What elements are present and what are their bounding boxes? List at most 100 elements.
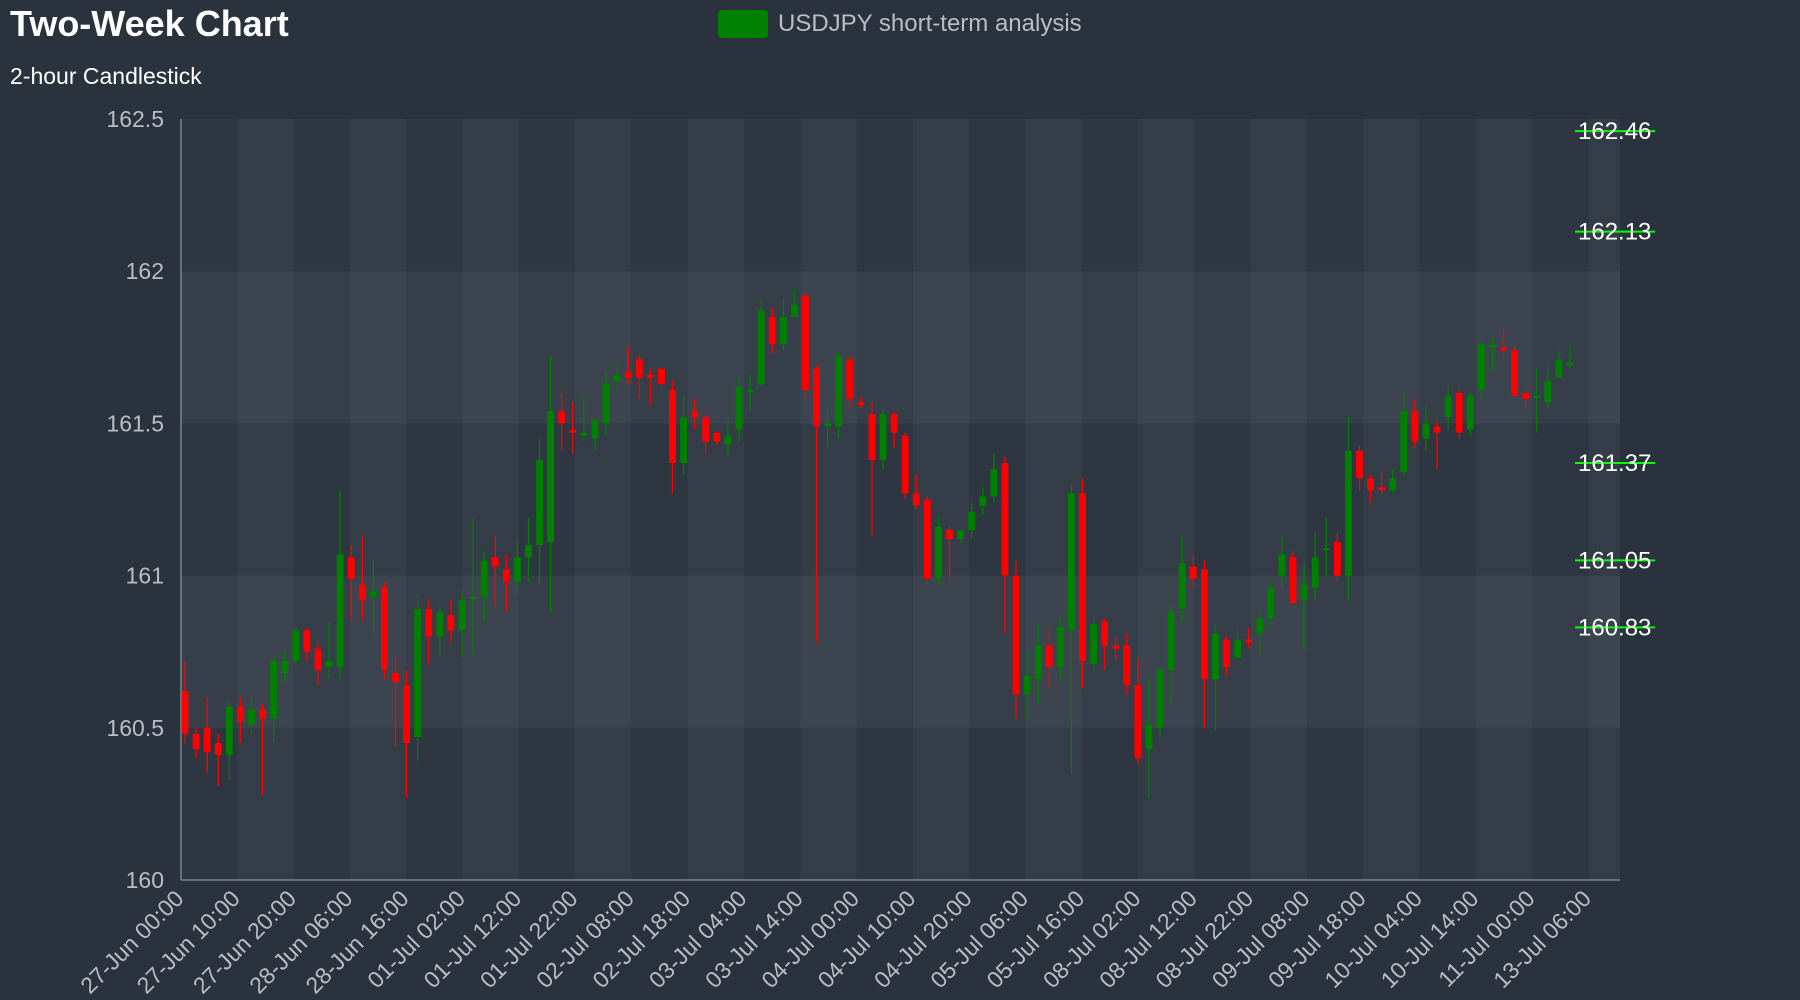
candle[interactable]: [1156, 666, 1164, 737]
candle[interactable]: [392, 654, 399, 747]
candle[interactable]: [1023, 651, 1031, 719]
candle[interactable]: [1378, 472, 1386, 494]
candle[interactable]: [281, 651, 289, 683]
candle[interactable]: [890, 411, 898, 448]
candle[interactable]: [1123, 633, 1131, 695]
candle[interactable]: [336, 490, 344, 680]
candle[interactable]: [613, 362, 621, 390]
candle[interactable]: [757, 298, 765, 387]
candle[interactable]: [358, 536, 366, 622]
candle[interactable]: [1333, 532, 1341, 582]
candle[interactable]: [536, 438, 543, 585]
candle[interactable]: [1178, 536, 1186, 622]
candle[interactable]: [1112, 636, 1120, 661]
candle[interactable]: [1466, 392, 1474, 436]
candle[interactable]: [1511, 347, 1519, 397]
candle[interactable]: [1500, 329, 1507, 357]
candle[interactable]: [1489, 338, 1496, 372]
candle[interactable]: [436, 606, 444, 655]
candle[interactable]: [957, 529, 965, 543]
candle[interactable]: [868, 402, 876, 537]
candle[interactable]: [1256, 612, 1264, 655]
candle[interactable]: [1400, 392, 1408, 476]
candle[interactable]: [1433, 420, 1441, 470]
candle[interactable]: [1267, 581, 1275, 628]
candle[interactable]: [669, 380, 676, 494]
candle[interactable]: [1056, 618, 1064, 680]
candle[interactable]: [1533, 368, 1541, 433]
candle[interactable]: [1544, 365, 1552, 409]
candle[interactable]: [1245, 627, 1253, 649]
candle[interactable]: [381, 581, 388, 680]
candle[interactable]: [591, 417, 599, 451]
candle[interactable]: [1045, 630, 1053, 689]
candle[interactable]: [1223, 636, 1230, 677]
candle[interactable]: [1079, 478, 1086, 689]
candle[interactable]: [569, 402, 577, 454]
candle[interactable]: [480, 551, 488, 622]
candle[interactable]: [259, 703, 266, 795]
candle[interactable]: [658, 368, 665, 387]
candle[interactable]: [314, 642, 322, 686]
candle[interactable]: [1444, 386, 1452, 430]
candle[interactable]: [225, 700, 233, 780]
candle[interactable]: [1012, 560, 1020, 719]
candle[interactable]: [236, 697, 244, 744]
candle[interactable]: [635, 353, 643, 400]
candle[interactable]: [580, 396, 588, 442]
candle[interactable]: [1522, 389, 1530, 409]
candle[interactable]: [990, 453, 998, 503]
candle[interactable]: [735, 377, 743, 442]
candle[interactable]: [203, 697, 211, 774]
candle[interactable]: [513, 539, 521, 594]
candle[interactable]: [923, 496, 931, 585]
candle[interactable]: [1001, 456, 1009, 634]
candle[interactable]: [1278, 536, 1286, 588]
candle[interactable]: [746, 374, 754, 412]
candle[interactable]: [1367, 475, 1374, 503]
candle[interactable]: [1389, 469, 1397, 494]
candle[interactable]: [270, 654, 278, 744]
candle[interactable]: [1322, 517, 1330, 576]
candle[interactable]: [879, 408, 887, 470]
candle[interactable]: [1189, 554, 1197, 588]
candle[interactable]: [702, 414, 710, 454]
legend-label[interactable]: USDJPY short-term analysis: [778, 10, 1082, 37]
candle[interactable]: [680, 396, 688, 476]
candle[interactable]: [1555, 350, 1563, 378]
candle[interactable]: [779, 298, 787, 351]
candle[interactable]: [491, 536, 499, 607]
candle[interactable]: [248, 697, 255, 734]
candle[interactable]: [1134, 657, 1142, 765]
candle[interactable]: [403, 669, 411, 798]
candle[interactable]: [303, 627, 311, 661]
candle[interactable]: [691, 399, 699, 430]
candle[interactable]: [1034, 624, 1042, 704]
candle[interactable]: [912, 475, 920, 509]
candle[interactable]: [1344, 417, 1352, 600]
legend-swatch[interactable]: [718, 10, 768, 38]
candle[interactable]: [790, 289, 798, 317]
candle[interactable]: [802, 292, 809, 400]
candle[interactable]: [624, 347, 632, 384]
candle[interactable]: [414, 593, 422, 762]
candle[interactable]: [558, 392, 566, 451]
candle[interactable]: [1101, 618, 1109, 670]
candle[interactable]: [1455, 389, 1463, 439]
candle[interactable]: [325, 621, 333, 680]
candle[interactable]: [1145, 679, 1153, 798]
candle[interactable]: [425, 599, 433, 664]
candle[interactable]: [458, 590, 466, 658]
candle[interactable]: [1167, 606, 1175, 704]
candle[interactable]: [813, 365, 820, 643]
candle[interactable]: [292, 627, 300, 667]
candle[interactable]: [768, 307, 776, 354]
candle[interactable]: [1200, 560, 1208, 728]
candle[interactable]: [1411, 399, 1419, 448]
candle[interactable]: [835, 350, 843, 439]
candle[interactable]: [547, 356, 555, 613]
candle[interactable]: [968, 502, 976, 540]
candle[interactable]: [824, 408, 832, 448]
candle[interactable]: [979, 487, 987, 515]
candle[interactable]: [369, 560, 377, 637]
